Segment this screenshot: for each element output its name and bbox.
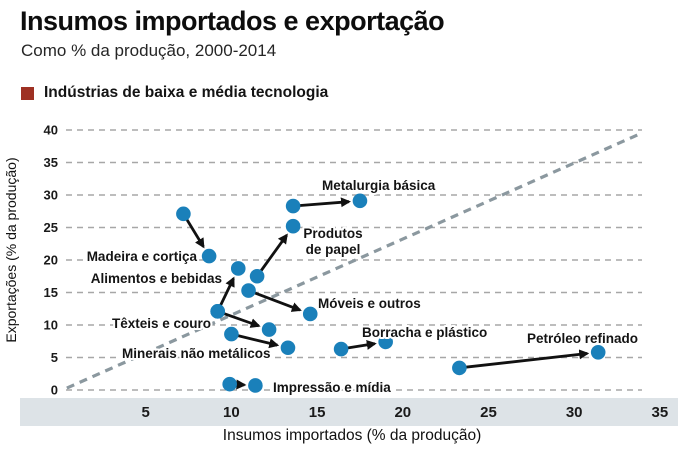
trend-arrow: [463, 349, 590, 369]
x-tick-label: 35: [652, 404, 669, 421]
legend-label: Indústrias de baixa e média tecnologia: [44, 84, 329, 101]
y-tick-label: 15: [44, 285, 58, 300]
data-point-start: [176, 206, 191, 222]
x-tick-label: 25: [480, 404, 497, 421]
x-tick-label: 20: [394, 404, 411, 421]
x-tick-label: 10: [223, 404, 240, 421]
trend-arrow: [296, 197, 351, 208]
x-axis-band: [20, 398, 678, 426]
y-tick-label: 10: [44, 318, 58, 333]
data-point-end: [352, 193, 368, 209]
y-tick-label: 20: [44, 253, 58, 268]
data-point-end: [248, 378, 263, 393]
y-tick-label: 25: [44, 220, 58, 235]
trend-arrow: [258, 233, 288, 274]
y-tick-label: 35: [44, 155, 58, 170]
legend-swatch-icon: [21, 86, 34, 100]
data-point-end: [378, 334, 393, 350]
data-point-end: [285, 218, 301, 234]
trend-arrow: [220, 311, 261, 328]
data-point-start: [285, 198, 301, 214]
industry-label: Petróleo refinado: [527, 331, 638, 346]
data-point-end: [261, 322, 277, 337]
data-point-start: [452, 360, 467, 376]
data-point-end: [302, 306, 318, 322]
trend-arrow: [251, 290, 302, 312]
x-tick-label: 5: [142, 404, 150, 421]
chart-subtitle: Como % da produção, 2000-2014: [21, 41, 277, 60]
industry-label: Metalurgia básica: [322, 178, 436, 193]
trend-arrow: [184, 216, 205, 249]
data-point-start: [333, 341, 349, 357]
industry-label: Móveis e outros: [318, 296, 421, 311]
y-tick-label: 40: [44, 123, 58, 138]
y-tick-label: 0: [51, 383, 58, 398]
trend-arrow: [234, 333, 280, 349]
data-point-start: [224, 326, 239, 342]
data-point-end: [280, 340, 296, 356]
industry-label: Produtos: [303, 226, 362, 241]
data-point-start: [241, 283, 256, 298]
y-axis-title: Exportações (% da produção): [3, 157, 19, 342]
data-point-start: [210, 304, 225, 319]
y-tick-label: 30: [44, 188, 58, 203]
x-tick-label: 30: [566, 404, 583, 421]
data-point-end: [230, 261, 246, 276]
trend-arrow: [218, 276, 235, 309]
y-tick-label: 5: [51, 350, 58, 365]
industry-label: Impressão e mídia: [273, 380, 391, 395]
industry-label: Minerais não metálicos: [122, 346, 271, 361]
industry-label: Madeira e cortiça: [87, 249, 198, 264]
reference-diagonal: [66, 131, 644, 390]
industry-label: Alimentos e bebidas: [91, 271, 222, 286]
industry-label: Têxteis e couro: [112, 316, 211, 331]
data-point-end: [590, 345, 606, 360]
legend: Indústrias de baixa e média tecnologia: [21, 84, 328, 102]
data-point-start: [249, 268, 265, 284]
x-tick-label: 15: [309, 404, 326, 421]
x-axis-title: Insumos importados (% da produção): [223, 427, 481, 444]
trend-arrow: [344, 339, 377, 350]
data-point-end: [201, 248, 217, 264]
industry-label: de papel: [306, 242, 361, 257]
chart-title: Insumos importados e exportação: [20, 6, 445, 36]
industry-label: Borracha e plástico: [362, 325, 487, 340]
data-point-start: [222, 376, 237, 392]
